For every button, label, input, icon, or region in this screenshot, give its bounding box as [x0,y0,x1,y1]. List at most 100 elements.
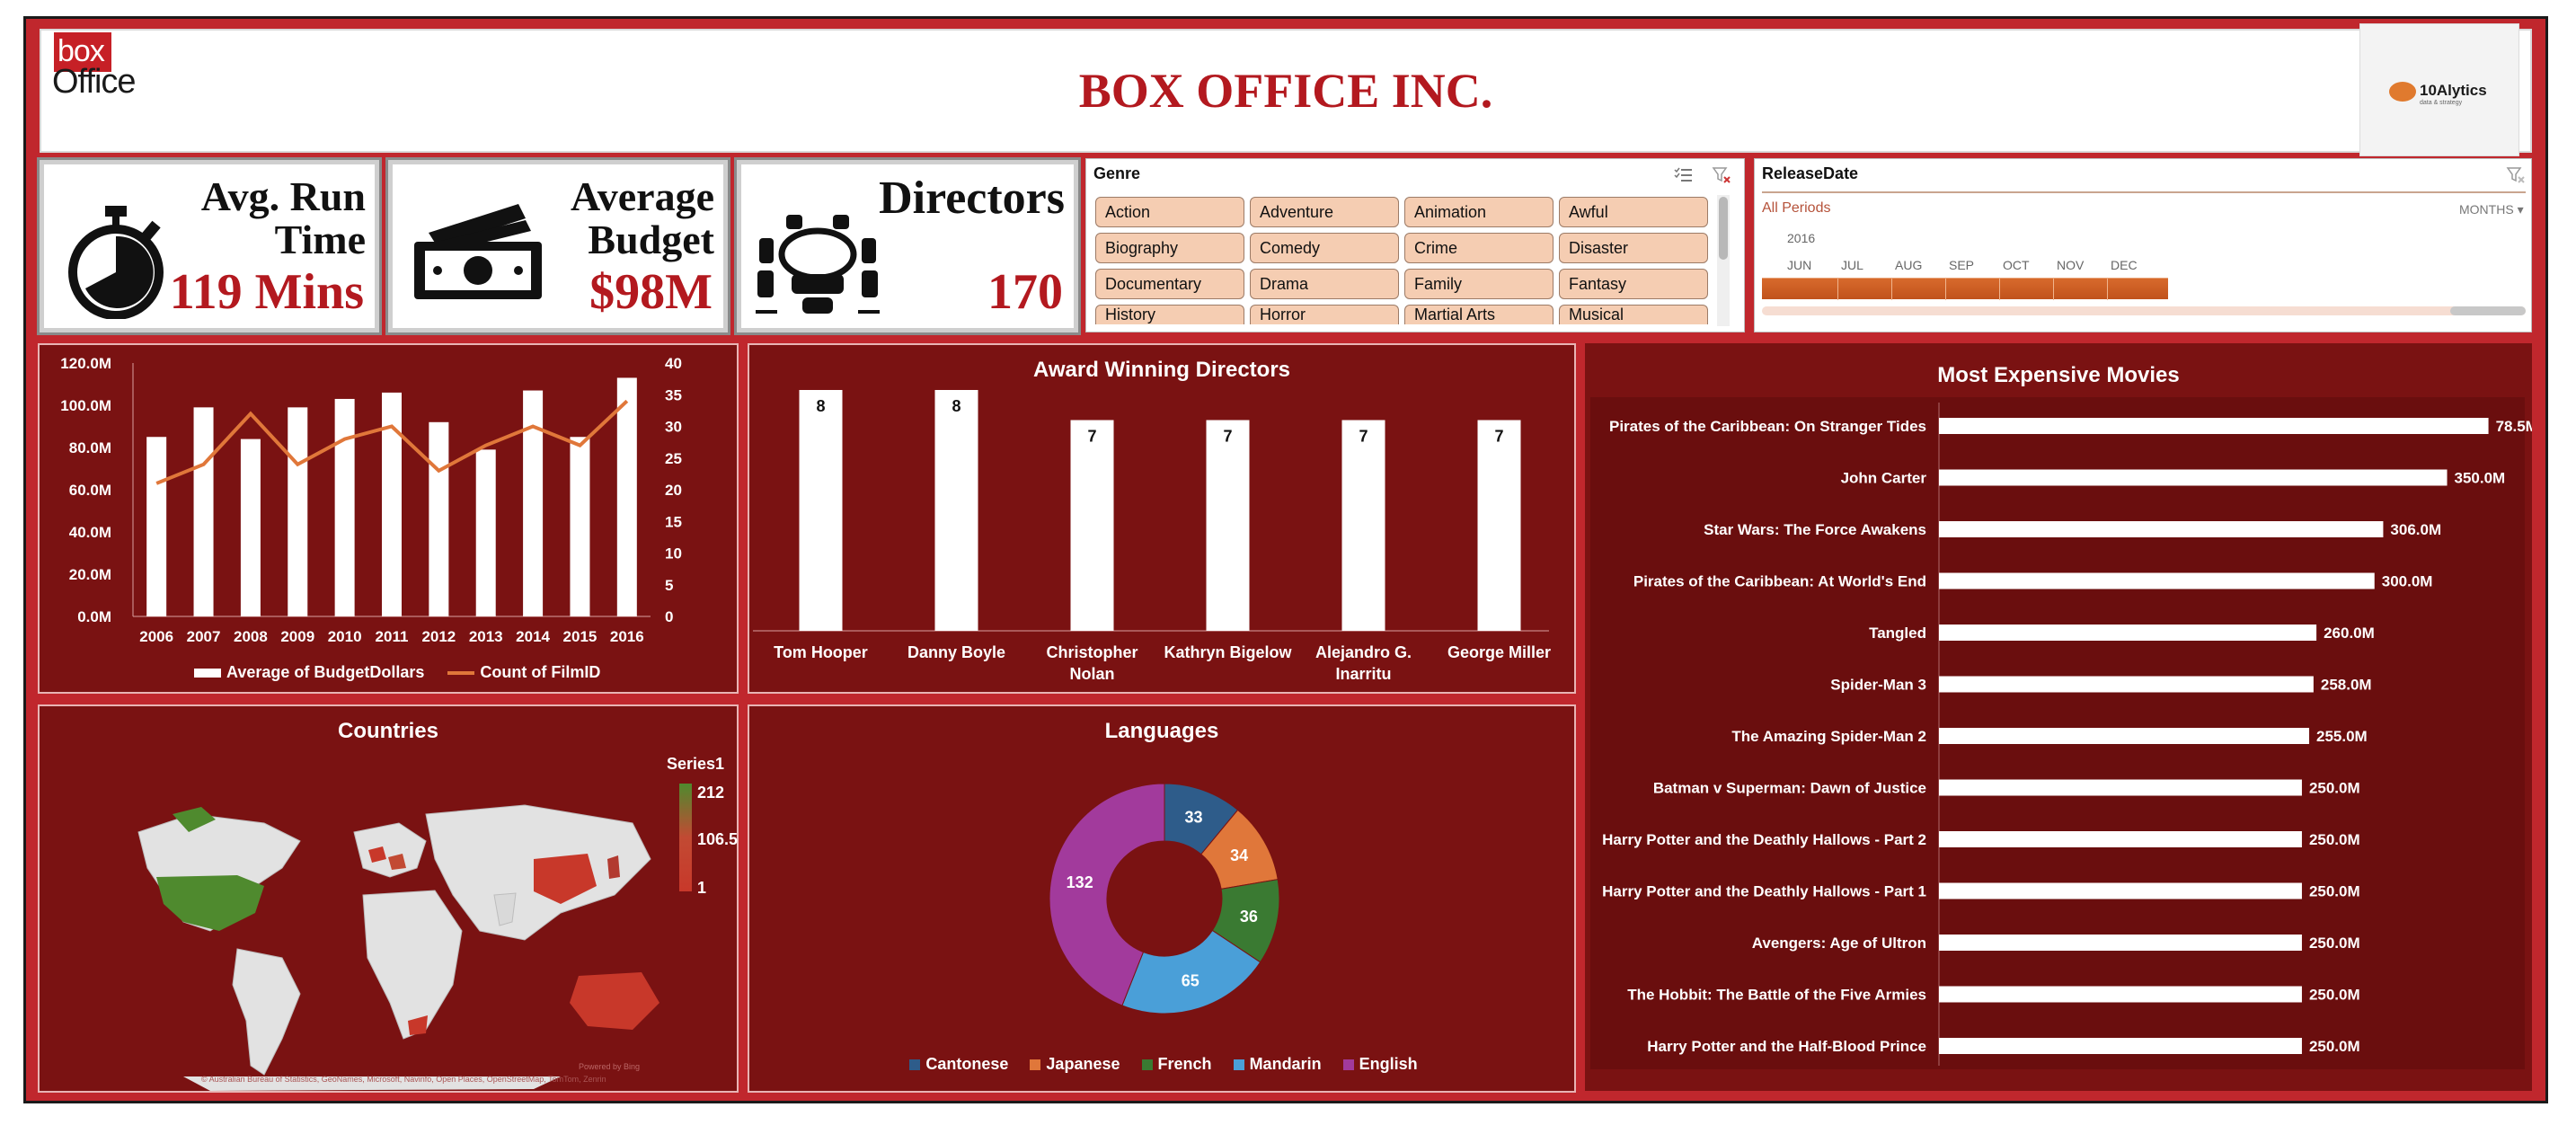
language-slice-label: 65 [1182,972,1199,990]
movie-budget-bar [1939,469,2448,486]
movie-budget-label: 78.5M [2496,418,2532,435]
movie-name-label: John Carter [1841,470,1927,487]
expensive-movies-panel: Most Expensive Movies Pirates of the Car… [1585,343,2532,1091]
genre-chip-comedy[interactable]: Comedy [1250,233,1399,263]
clear-filter-icon[interactable] [1712,166,1731,184]
languages-panel: Languages 33 34 36 65 132 Cantonese Japanese… [748,704,1576,1093]
timeline-selection-bar[interactable] [1762,278,2168,300]
movie-name-label: Pirates of the Caribbean: On Stranger Ti… [1609,418,1926,435]
logo-bottom-text: Office [52,63,137,101]
scrollbar-thumb[interactable] [1719,197,1728,260]
clear-filter-icon[interactable] [2506,166,2526,184]
genre-chip-awful[interactable]: Awful [1559,197,1708,227]
countries-panel: Countries Series1 212 106.5 1 Powered by… [38,704,739,1093]
movie-name-label: Spider-Man 3 [1830,677,1926,694]
legend-swatch [1030,1059,1041,1071]
x-tick-label: 2010 [328,628,362,645]
director-name-label: Nolan [1069,665,1114,683]
timeline-title: ReleaseDate [1762,164,1859,182]
genre-chip-disaster[interactable]: Disaster [1559,233,1708,263]
genre-chip-musical[interactable]: Musical [1559,305,1708,324]
map-region [362,890,463,1040]
budget-bar [429,421,449,616]
movie-budget-bar [1939,831,2302,847]
kpi-value: 119 Mins [169,264,364,320]
legend-swatch [1342,1059,1354,1071]
movie-budget-bar [1939,676,2314,693]
movie-budget-label: 258.0M [2321,677,2372,694]
multi-select-icon[interactable] [1674,166,1694,184]
director-bar-value: 7 [1359,428,1368,446]
countries-title: Countries [337,719,438,743]
map-region-france [388,854,406,870]
movie-budget-label: 250.0M [2309,935,2360,952]
genre-chip-biography[interactable]: Biography [1095,233,1244,263]
movie-budget-label: 250.0M [2309,780,2360,797]
legend-swatch-line [447,671,475,676]
movie-budget-bar [1939,779,2302,796]
director-name-label: Danny Boyle [907,643,1005,661]
timeline-scrollbar-thumb[interactable] [2450,306,2526,315]
director-bar [799,390,843,631]
y-right-tick-label: 5 [665,577,673,594]
timeline-level-dropdown[interactable]: MONTHS ▾ [2459,202,2524,217]
x-tick-label: 2011 [376,628,409,645]
genre-chip-animation[interactable]: Animation [1404,197,1554,227]
y-right-tick-label: 35 [665,386,682,403]
map-region [183,1076,561,1091]
movie-budget-bar [1939,418,2489,434]
movie-budget-label: 300.0M [2382,573,2433,590]
genre-chip-family[interactable]: Family [1404,269,1554,299]
director-bar-value: 8 [952,397,960,415]
language-slice [1121,929,1261,1014]
logo-top-text: box [58,34,105,68]
movie-budget-bar [1939,728,2310,744]
genre-chip-martial-arts[interactable]: Martial Arts [1404,305,1554,324]
y-left-tick-label: 80.0M [69,439,111,456]
legend-swatch [909,1059,921,1071]
timeline-scrollbar[interactable] [1762,306,2526,315]
movie-budget-label: 250.0M [2309,883,2360,900]
kpi-label: Directors [879,173,1065,224]
legend-swatch [1233,1059,1244,1071]
y-left-tick-label: 60.0M [69,482,111,499]
timeline-month: DEC [2111,258,2138,272]
timeline-divider [1762,191,2526,193]
director-bar [1477,420,1521,631]
movie-name-label: Avengers: Age of Ultron [1752,935,1926,952]
genre-slicer: Genre Action Adventure Animation Awful B… [1085,158,1745,332]
x-tick-label: 2008 [234,628,268,645]
genre-chip-history[interactable]: History [1095,305,1244,324]
y-right-tick-label: 30 [665,419,682,436]
x-tick-label: 2012 [421,628,456,645]
genre-chip-crime[interactable]: Crime [1404,233,1554,263]
map-region [232,948,301,1076]
kpi-value: 170 [987,264,1063,320]
genre-chip-fantasy[interactable]: Fantasy [1559,269,1708,299]
y-right-tick-label: 20 [665,482,682,499]
languages-legend: Cantonese Japanese French Mandarin Engli… [907,1055,1420,1074]
movie-name-label: Batman v Superman: Dawn of Justice [1653,780,1926,797]
genre-chip-drama[interactable]: Drama [1250,269,1399,299]
budget-count-chart-panel: 120.0M 100.0M 80.0M 60.0M 40.0M 20.0M 0.0M 40 35… [38,343,739,694]
director-bar-value: 7 [1494,428,1503,446]
x-tick-label: 2015 [563,628,598,645]
genre-chip-adventure[interactable]: Adventure [1250,197,1399,227]
kpi-average-budget: Average Budget $98M [385,157,730,335]
language-slice-label: 36 [1240,908,1258,926]
award-directors-panel: Award Winning Directors 8 Tom Hooper 8 Dann… [748,343,1576,694]
genre-chip-documentary[interactable]: Documentary [1095,269,1244,299]
director-bar-value: 7 [1087,428,1096,446]
movie-budget-label: 255.0M [2316,728,2368,745]
genre-chip-action[interactable]: Action [1095,197,1244,227]
timeline-month: JUN [1787,258,1812,272]
genre-chip-horror[interactable]: Horror [1250,305,1399,324]
budget-bar [193,407,214,616]
x-tick-label: 2016 [610,628,644,645]
languages-donut: 33 34 36 65 132 [1049,783,1280,1014]
slicer-scrollbar[interactable] [1717,195,1730,326]
money-icon [414,204,542,299]
languages-title: Languages [1104,719,1219,743]
award-directors-chart: 8 Tom Hooper 8 Danny Boyle 7 Christopher Nolan… [753,390,1551,683]
director-name-label: Tom Hooper [774,643,868,661]
